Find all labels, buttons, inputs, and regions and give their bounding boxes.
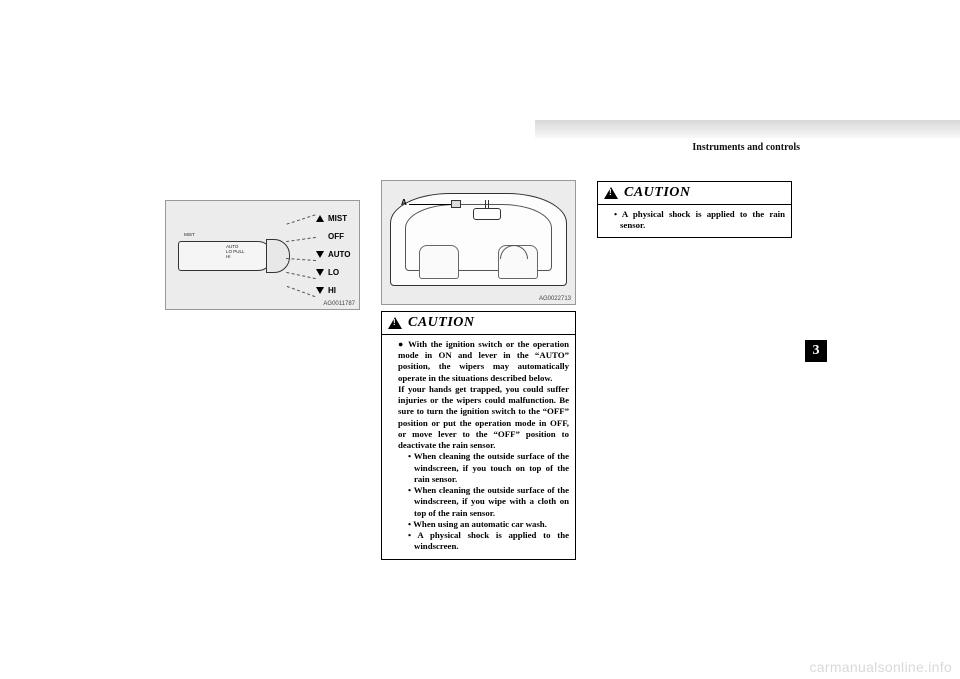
stalk-tip bbox=[266, 239, 290, 273]
lever-label-hi: HI bbox=[328, 286, 336, 295]
caution-title: CAUTION bbox=[408, 314, 475, 332]
callout-label-a: A bbox=[401, 198, 407, 207]
stalk-small-mist: MIST bbox=[184, 233, 195, 238]
caution-sub-text: A physical shock is applied to the rain … bbox=[620, 209, 785, 230]
caution-lead-text: With the ignition switch or the operatio… bbox=[398, 339, 569, 383]
caution-sub-item: When cleaning the outside surface of the… bbox=[408, 485, 569, 519]
caution-sub-item: When cleaning the outside surface of the… bbox=[408, 451, 569, 485]
callout-line bbox=[409, 204, 451, 205]
header-gradient-bar bbox=[535, 120, 960, 138]
arrow-down-icon bbox=[316, 251, 324, 258]
caution-sub-item: When using an automatic car wash. bbox=[408, 519, 569, 530]
column-3: CAUTION A physical shock is applied to t… bbox=[597, 175, 792, 238]
caution-header: CAUTION bbox=[598, 182, 791, 205]
figure-lever-stalk: MIST AUTO LO PULL HI MIST OFF AUTO LO HI… bbox=[165, 200, 360, 310]
caution-box-small: CAUTION A physical shock is applied to t… bbox=[597, 181, 792, 238]
caution-sub-text: A physical shock is applied to the winds… bbox=[414, 530, 569, 551]
guide-line bbox=[286, 258, 316, 261]
guide-line bbox=[286, 237, 316, 242]
caution-title: CAUTION bbox=[624, 184, 691, 202]
caution-sub-text: When using an automatic car wash. bbox=[413, 519, 547, 529]
caution-body: A physical shock is applied to the rain … bbox=[598, 205, 791, 238]
caution-para2: If your hands get trapped, you could suf… bbox=[398, 384, 569, 450]
windscreen-outer: A bbox=[390, 193, 567, 286]
warning-triangle-icon bbox=[388, 317, 402, 329]
section-title: Instruments and controls bbox=[692, 142, 800, 153]
page-number: 3 bbox=[813, 343, 820, 359]
figure-code: AG0022713 bbox=[539, 296, 571, 302]
arrow-down-icon bbox=[316, 287, 324, 294]
caution-sub-text: When cleaning the outside surface of the… bbox=[414, 451, 569, 484]
caution-sub-text: When cleaning the outside surface of the… bbox=[414, 485, 569, 518]
column-2: A AG0022713 CAUTION With the ignition sw… bbox=[381, 180, 576, 560]
guide-line bbox=[287, 214, 316, 224]
caution-lead-item: With the ignition switch or the operatio… bbox=[398, 339, 569, 553]
lever-label-off: OFF bbox=[328, 232, 344, 241]
rearview-mirror bbox=[473, 208, 501, 220]
lever-label-mist: MIST bbox=[328, 214, 347, 223]
page-number-badge: 3 bbox=[805, 340, 827, 362]
arrow-up-icon bbox=[316, 215, 324, 222]
column-1: MIST AUTO LO PULL HI MIST OFF AUTO LO HI… bbox=[165, 200, 360, 316]
arrow-down-icon bbox=[316, 269, 324, 276]
caution-header: CAUTION bbox=[382, 312, 575, 335]
warning-triangle-icon bbox=[604, 187, 618, 199]
figure-windscreen: A AG0022713 bbox=[381, 180, 576, 305]
stalk-small-auto: AUTO LO PULL HI bbox=[226, 245, 245, 260]
guide-line bbox=[287, 286, 316, 297]
figure-code: AG0011787 bbox=[323, 301, 355, 307]
caution-body: With the ignition switch or the operatio… bbox=[382, 335, 575, 559]
guide-line bbox=[286, 272, 316, 279]
caution-box-main: CAUTION With the ignition switch or the … bbox=[381, 311, 576, 560]
lever-label-group: MIST OFF AUTO LO HI bbox=[316, 209, 351, 299]
caution-sub-item: A physical shock is applied to the winds… bbox=[408, 530, 569, 553]
caution-sub-item: A physical shock is applied to the rain … bbox=[614, 209, 785, 232]
lever-label-auto: AUTO bbox=[328, 250, 351, 259]
watermark-text: carmanualsonline.info bbox=[810, 659, 953, 675]
lever-label-lo: LO bbox=[328, 268, 339, 277]
rain-sensor bbox=[451, 200, 461, 208]
seat-left bbox=[419, 245, 459, 279]
